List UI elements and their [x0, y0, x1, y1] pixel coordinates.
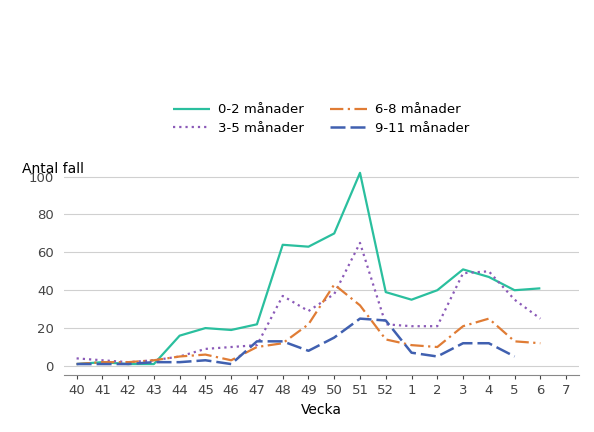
- 0-2 månader: [73, 362, 80, 367]
- 0-2 månader: [382, 289, 389, 295]
- 3-5 månader: [176, 354, 183, 359]
- Line: 0-2 månader: 0-2 månader: [77, 173, 541, 364]
- 0-2 månader: [228, 327, 235, 333]
- 3-5 månader: [150, 358, 157, 363]
- 0-2 månader: [176, 333, 183, 338]
- 6-8 månader: [254, 344, 261, 349]
- 9-11 månader: [99, 362, 106, 367]
- 6-8 månader: [434, 344, 441, 349]
- 0-2 månader: [331, 231, 338, 236]
- 9-11 månader: [331, 335, 338, 340]
- 9-11 månader: [73, 362, 80, 367]
- Line: 9-11 månader: 9-11 månader: [77, 319, 514, 364]
- 0-2 månader: [511, 288, 518, 293]
- 3-5 månader: [485, 269, 492, 274]
- 6-8 månader: [202, 352, 209, 357]
- 3-5 månader: [99, 358, 106, 363]
- 6-8 månader: [460, 324, 467, 329]
- 0-2 månader: [460, 267, 467, 272]
- 9-11 månader: [408, 350, 415, 355]
- 3-5 månader: [460, 270, 467, 276]
- 6-8 månader: [511, 339, 518, 344]
- 9-11 månader: [305, 348, 312, 353]
- 3-5 månader: [125, 359, 132, 365]
- Y-axis label: Antal fall: Antal fall: [23, 162, 84, 176]
- 3-5 månader: [228, 344, 235, 349]
- 0-2 månader: [305, 244, 312, 249]
- 3-5 månader: [382, 322, 389, 327]
- 6-8 månader: [356, 303, 364, 308]
- 9-11 månader: [356, 316, 364, 321]
- 9-11 månader: [254, 339, 261, 344]
- 0-2 månader: [202, 325, 209, 330]
- 0-2 månader: [254, 322, 261, 327]
- 6-8 månader: [537, 341, 544, 346]
- 3-5 månader: [73, 356, 80, 361]
- 3-5 månader: [331, 292, 338, 297]
- 3-5 månader: [408, 324, 415, 329]
- 9-11 månader: [202, 358, 209, 363]
- 3-5 månader: [537, 316, 544, 321]
- 3-5 månader: [254, 343, 261, 348]
- 3-5 månader: [305, 308, 312, 314]
- 6-8 månader: [279, 341, 286, 346]
- Legend: 0-2 månader, 3-5 månader, 6-8 månader, 9-11 månader: 0-2 månader, 3-5 månader, 6-8 månader, 9…: [173, 103, 469, 135]
- 6-8 månader: [305, 322, 312, 327]
- 6-8 månader: [382, 337, 389, 342]
- 9-11 månader: [485, 341, 492, 346]
- 0-2 månader: [434, 288, 441, 293]
- 0-2 månader: [99, 359, 106, 365]
- 9-11 månader: [434, 354, 441, 359]
- 3-5 månader: [202, 346, 209, 352]
- 6-8 månader: [125, 359, 132, 365]
- 6-8 månader: [485, 316, 492, 321]
- 3-5 månader: [434, 324, 441, 329]
- 0-2 månader: [485, 274, 492, 280]
- 6-8 månader: [408, 343, 415, 348]
- 0-2 månader: [537, 286, 544, 291]
- Line: 6-8 månader: 6-8 månader: [77, 285, 541, 364]
- 9-11 månader: [176, 359, 183, 365]
- 6-8 månader: [331, 282, 338, 287]
- 6-8 månader: [150, 358, 157, 363]
- 3-5 månader: [279, 293, 286, 299]
- 0-2 månader: [356, 170, 364, 175]
- 6-8 månader: [73, 362, 80, 367]
- 3-5 månader: [356, 240, 364, 245]
- 9-11 månader: [460, 341, 467, 346]
- 9-11 månader: [125, 362, 132, 367]
- 6-8 månader: [228, 358, 235, 363]
- 9-11 månader: [150, 359, 157, 365]
- 0-2 månader: [408, 297, 415, 302]
- 6-8 månader: [99, 359, 106, 365]
- X-axis label: Vecka: Vecka: [301, 403, 342, 417]
- 9-11 månader: [511, 354, 518, 359]
- 0-2 månader: [125, 362, 132, 367]
- Line: 3-5 månader: 3-5 månader: [77, 243, 541, 362]
- 0-2 månader: [279, 242, 286, 248]
- 6-8 månader: [176, 354, 183, 359]
- 9-11 månader: [228, 362, 235, 367]
- 0-2 månader: [150, 362, 157, 367]
- 9-11 månader: [382, 318, 389, 323]
- 9-11 månader: [279, 339, 286, 344]
- 3-5 månader: [511, 297, 518, 302]
